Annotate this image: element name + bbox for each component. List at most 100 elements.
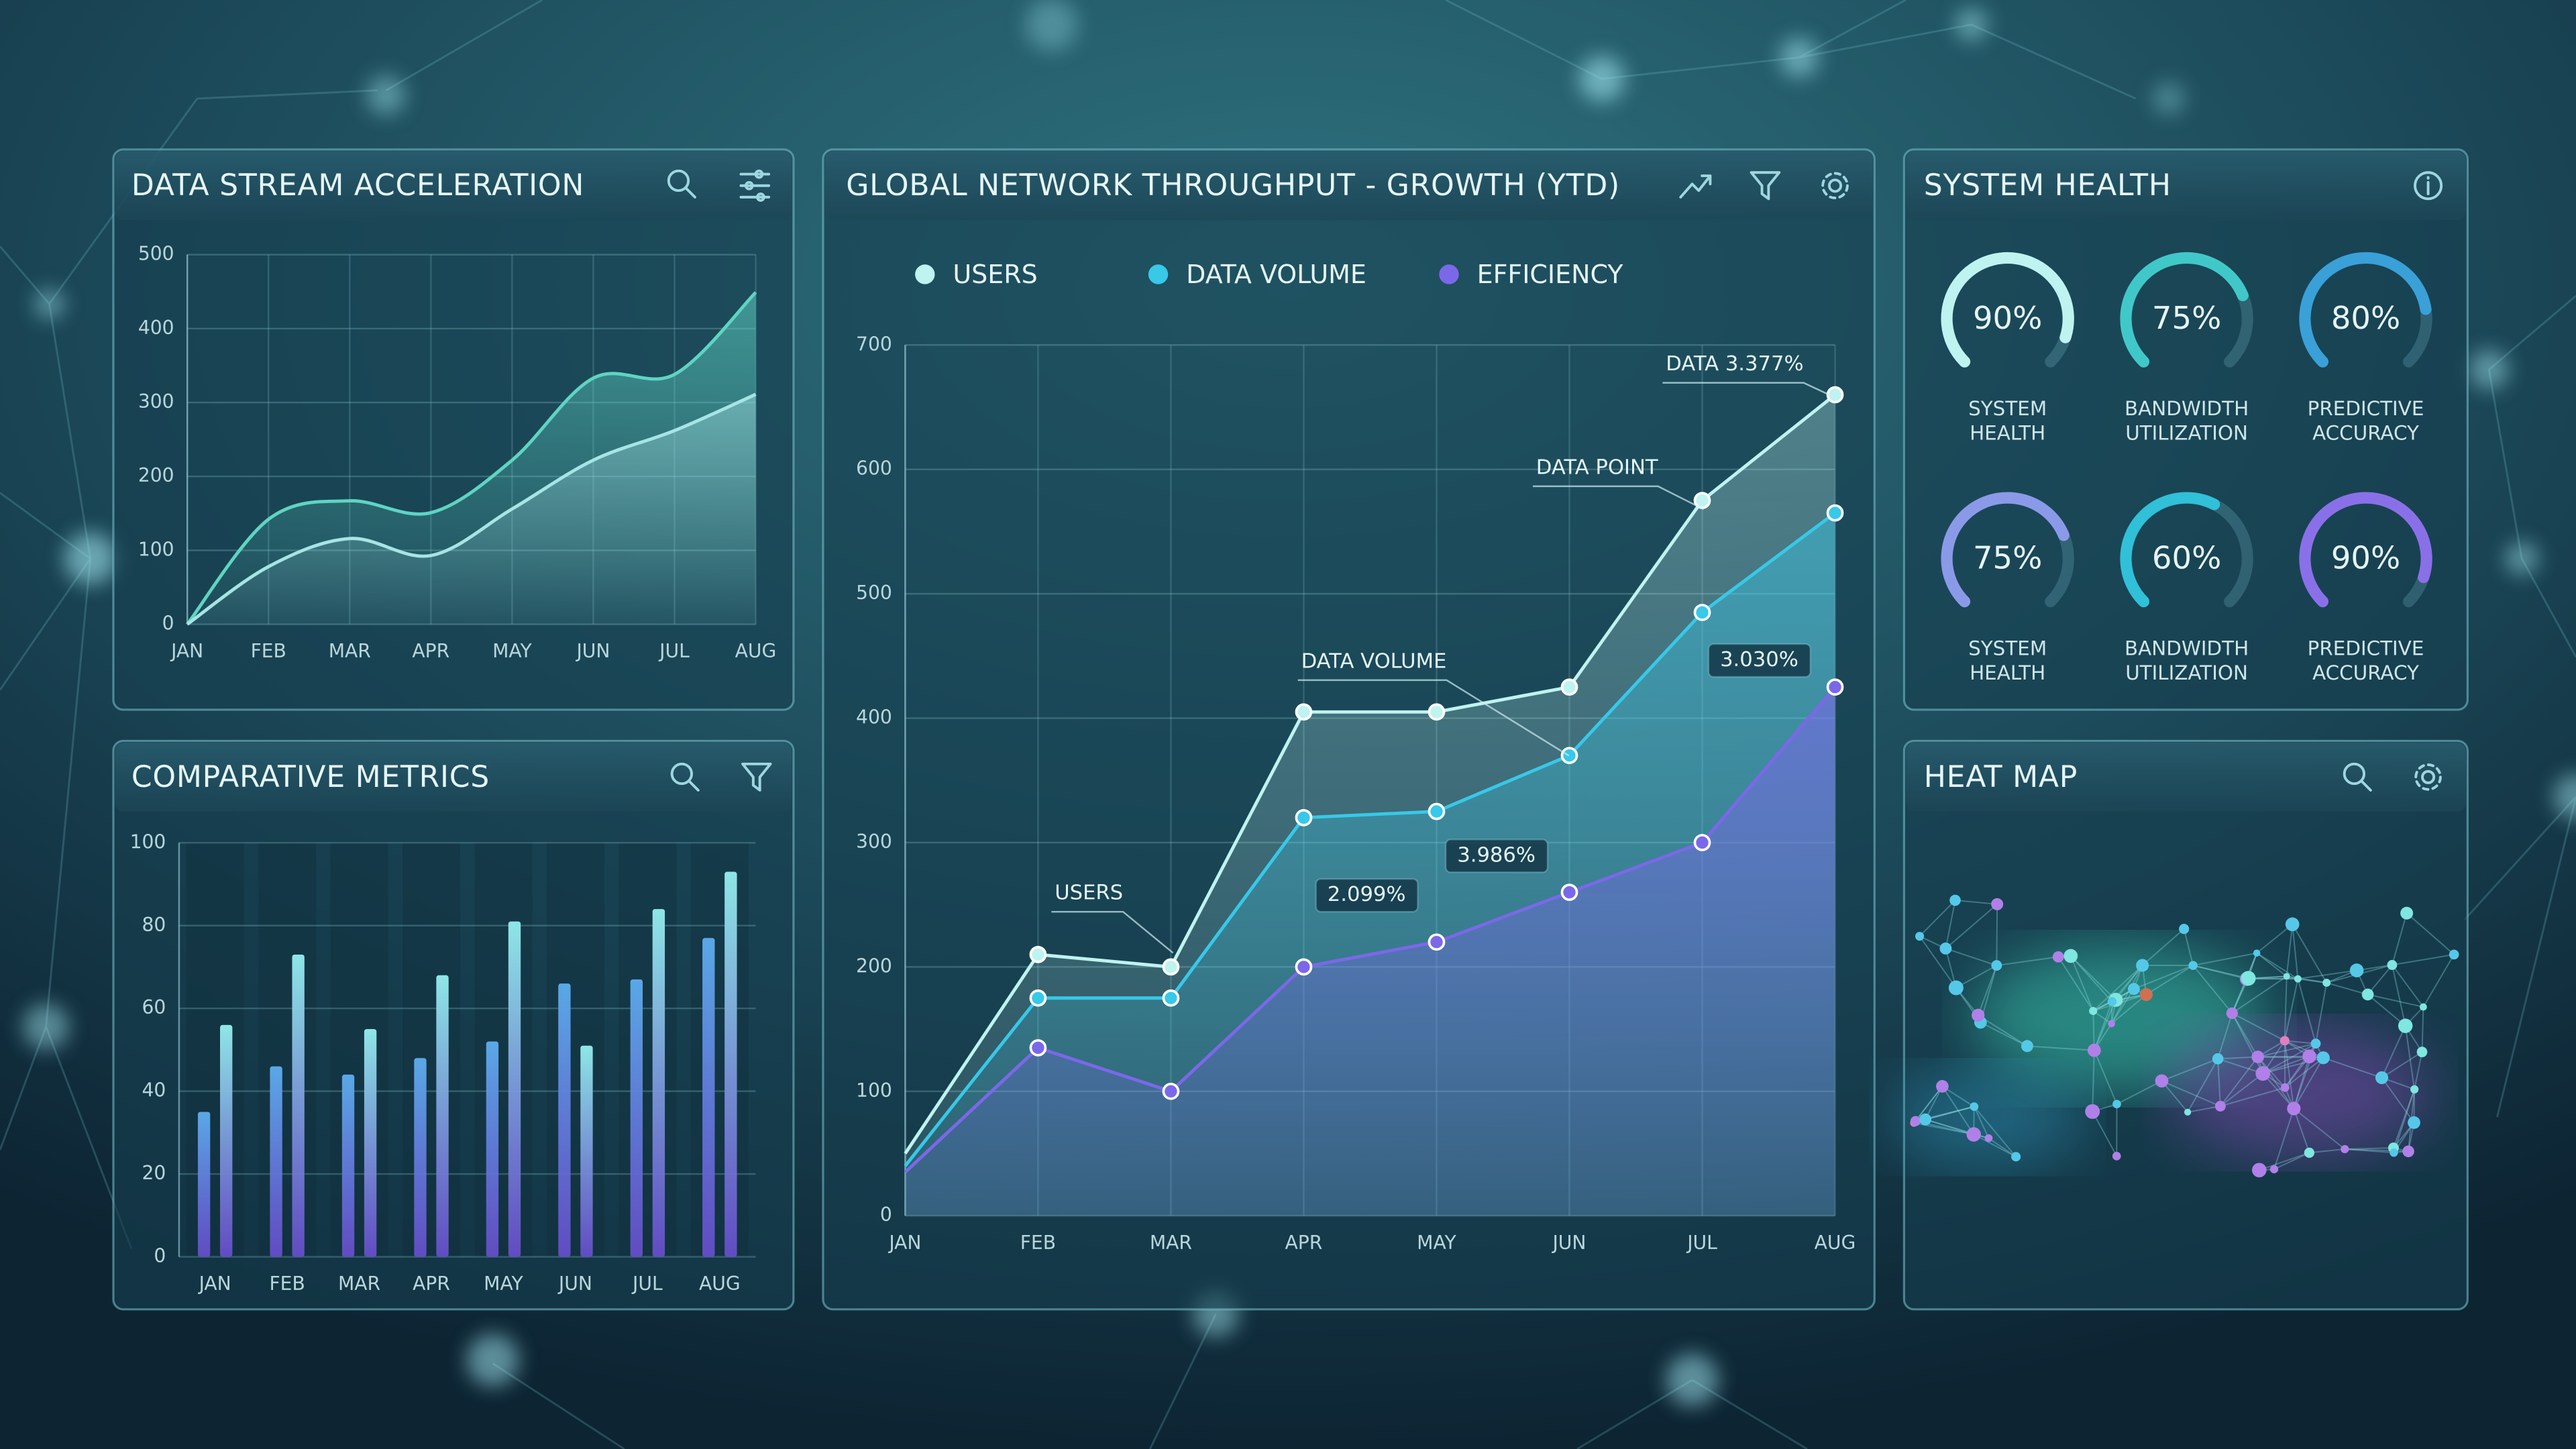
network-edge [2145, 965, 2194, 996]
network-edge [2422, 954, 2455, 1008]
network-edge [1919, 936, 1957, 989]
network-edge [2192, 952, 2257, 967]
network-edge [2262, 1073, 2295, 1110]
filter-icon[interactable] [741, 762, 772, 792]
bar [197, 1112, 211, 1257]
settings-icon[interactable] [1821, 172, 1849, 200]
network-edge [2256, 953, 2288, 977]
filter-icon[interactable] [1750, 171, 1781, 201]
legend-swatch [915, 264, 935, 284]
band-shade [330, 843, 388, 1257]
network-node [2398, 1018, 2413, 1033]
y-tick-label: 0 [880, 1203, 892, 1226]
line [904, 511, 1836, 1167]
network-edge [1955, 900, 1998, 905]
network-edge [2133, 965, 2194, 990]
search-icon[interactable] [667, 169, 696, 199]
network-node [1939, 942, 1952, 955]
bar [508, 921, 521, 1257]
point [1560, 747, 1578, 765]
network-edge [2231, 975, 2288, 1014]
network-node [1915, 932, 1925, 941]
network-node [2251, 1051, 2265, 1063]
network-node [2226, 1007, 2238, 1019]
network-node [1970, 1102, 1979, 1112]
search-icon[interactable] [2343, 762, 2372, 792]
line [186, 392, 757, 626]
bar [364, 1029, 377, 1257]
network-edge [1973, 1106, 1990, 1139]
bar [724, 871, 737, 1257]
gauge-label: SYSTEM HEALTH [1968, 396, 2047, 444]
network-edge [2414, 1051, 2423, 1090]
annotation-leader [1532, 485, 1705, 511]
network-edge [2217, 1059, 2221, 1107]
x-tick-label: MAY [1417, 1232, 1456, 1254]
x-tick-label: FEB [1020, 1232, 1056, 1254]
x-tick-label: AUG [1815, 1232, 1856, 1254]
network-node [2112, 1152, 2121, 1161]
x-tick-label: MAR [338, 1273, 380, 1295]
point [1428, 802, 1446, 820]
network-edge [2293, 1108, 2310, 1153]
network-edge [2298, 978, 2327, 983]
network-node [1991, 898, 2004, 910]
gauge-arc [1941, 492, 2070, 608]
x-tick-label: JUN [1551, 1232, 1586, 1254]
network-edge [2292, 924, 2328, 983]
panel-header [1905, 151, 2466, 221]
network-edge [2421, 1007, 2424, 1053]
area [905, 687, 1835, 1216]
network-edge [2192, 965, 2247, 980]
network-edge [2309, 1148, 2345, 1154]
x-tick-label: JUL [631, 1273, 663, 1295]
network-node [2188, 961, 2198, 970]
y-tick-label: 400 [856, 706, 892, 729]
network-edge [2220, 1056, 2259, 1107]
network-edge [2231, 1012, 2286, 1042]
network-node [2085, 1104, 2100, 1119]
network-node [1949, 894, 1961, 906]
network-edge [2110, 965, 2143, 1024]
settings-sliders-icon[interactable] [739, 169, 771, 202]
network-node [2179, 924, 2190, 934]
icons [667, 169, 2443, 792]
network-edge [1919, 900, 1956, 937]
bar [270, 1066, 282, 1257]
bar [220, 1024, 233, 1257]
x-tick-label: FEB [269, 1273, 305, 1295]
bar [580, 1045, 593, 1257]
heat-glow [2168, 1026, 2432, 1159]
gauge-value: 90% [1973, 300, 2042, 336]
settings-icon[interactable] [2414, 763, 2442, 791]
network-edge [1945, 948, 1997, 967]
network-node [2108, 1020, 2115, 1028]
network-node [2279, 1036, 2290, 1046]
bar [652, 909, 665, 1257]
network-edge [2381, 1051, 2423, 1079]
network-edge [2393, 1089, 2416, 1153]
network-node [2214, 1101, 2226, 1112]
point [1693, 834, 1711, 851]
x-tick-label: MAR [1150, 1232, 1192, 1254]
network-edge [2284, 976, 2288, 1041]
network-edge [1941, 1085, 1975, 1108]
y-tick-label: 500 [138, 243, 174, 265]
network-edge [2183, 928, 2194, 966]
trend-icon[interactable] [1679, 174, 1712, 199]
info-icon[interactable] [2414, 171, 2443, 201]
point [1826, 678, 1844, 696]
network-node [2410, 1085, 2419, 1093]
annotation-box [1444, 839, 1549, 873]
network-edge [2345, 1147, 2394, 1150]
network-edge [2220, 1087, 2286, 1107]
search-icon[interactable] [670, 762, 700, 792]
y-tick-label: 400 [138, 317, 174, 339]
network-edge [1974, 1106, 2017, 1157]
y-tick-label: 100 [138, 538, 174, 560]
network-edge [2092, 965, 2143, 1012]
network-edge [2070, 955, 2113, 1002]
point [1295, 703, 1313, 721]
gauge-arc [2120, 492, 2220, 608]
network-edge [2322, 1057, 2382, 1079]
